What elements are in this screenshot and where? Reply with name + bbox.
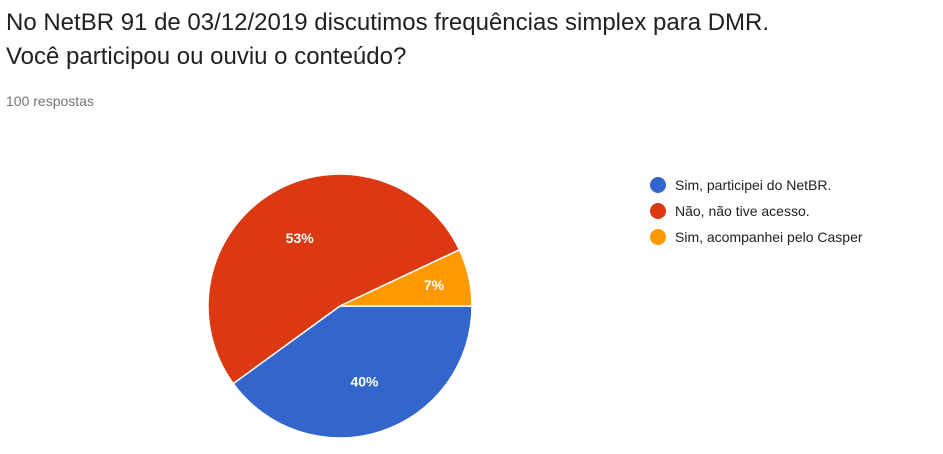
pie-slice-label-3: 7% <box>424 277 445 293</box>
legend-label: Não, não tive acesso. <box>675 203 810 219</box>
pie-slice-label-1: 40% <box>350 373 379 389</box>
legend-label: Sim, acompanhei pelo Casper <box>675 229 863 245</box>
chart-legend: Sim, participei do NetBR. Não, não tive a… <box>650 172 863 250</box>
pie-slice-3[interactable] <box>339 248 473 307</box>
legend-item-3[interactable]: Sim, acompanhei pelo Casper <box>650 224 863 250</box>
legend-item-1[interactable]: Sim, participei do NetBR. <box>650 172 863 198</box>
question-title: No NetBR 91 de 03/12/2019 discutimos fre… <box>6 6 936 74</box>
response-count: 100 respostas <box>6 93 94 109</box>
pie-slice-label-2: 53% <box>286 230 315 246</box>
pie-slice-2[interactable] <box>207 173 461 385</box>
legend-item-2[interactable]: Não, não tive acesso. <box>650 198 863 224</box>
pie-slice-1[interactable] <box>232 305 473 439</box>
legend-color-dot-icon <box>650 177 666 193</box>
legend-color-dot-icon <box>650 203 666 219</box>
question-line-2: Você participou ou ouviu o conteúdo? <box>6 43 407 70</box>
legend-color-dot-icon <box>650 229 666 245</box>
question-line-1: No NetBR 91 de 03/12/2019 discutimos fre… <box>6 9 770 36</box>
legend-label: Sim, participei do NetBR. <box>675 177 832 193</box>
